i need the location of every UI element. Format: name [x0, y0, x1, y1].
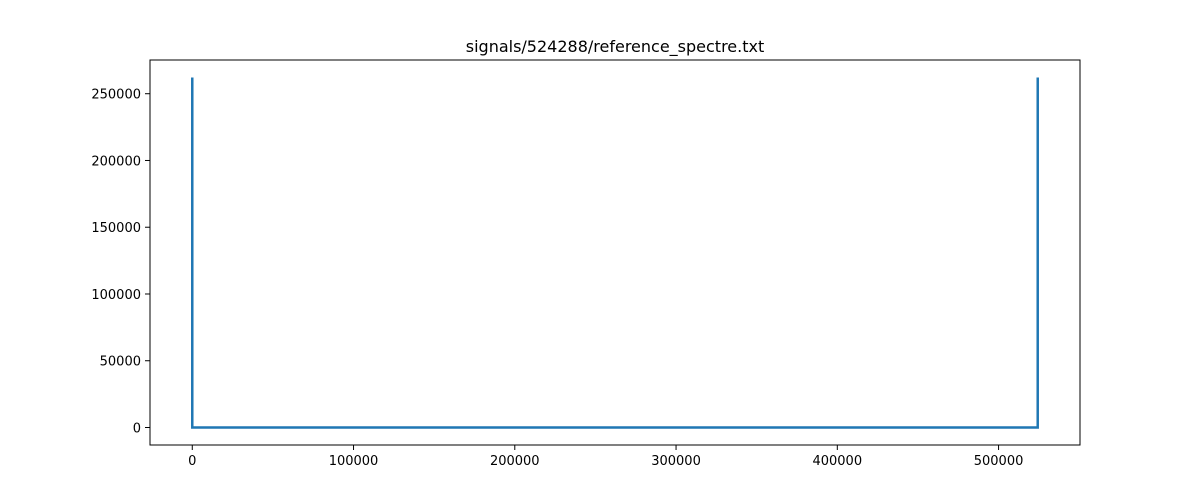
- y-tick-label: 150000: [91, 221, 141, 236]
- x-tick-label: 300000: [651, 454, 701, 469]
- series-line-1: [191, 77, 1039, 429]
- series-layer: [191, 77, 1039, 429]
- x-tick-label: 400000: [812, 454, 862, 469]
- y-tick-label: 0: [133, 422, 141, 437]
- plot-frame: [149, 59, 1081, 446]
- y-tick-label: 50000: [100, 355, 141, 370]
- y-tick-label: 250000: [91, 88, 141, 103]
- y-axis: 0 50000 100000 150000 200000 250000: [91, 88, 150, 437]
- x-tick-label: 100000: [329, 454, 379, 469]
- y-tick-label: 200000: [91, 154, 141, 169]
- x-axis: 0 100000 200000 300000 400000 500000: [188, 445, 1023, 469]
- x-tick-label: 0: [188, 454, 196, 469]
- x-tick-label: 200000: [490, 454, 540, 469]
- x-tick-label: 500000: [974, 454, 1024, 469]
- chart-title: signals/524288/reference_spectre.txt: [466, 37, 765, 57]
- y-tick-label: 100000: [91, 288, 141, 303]
